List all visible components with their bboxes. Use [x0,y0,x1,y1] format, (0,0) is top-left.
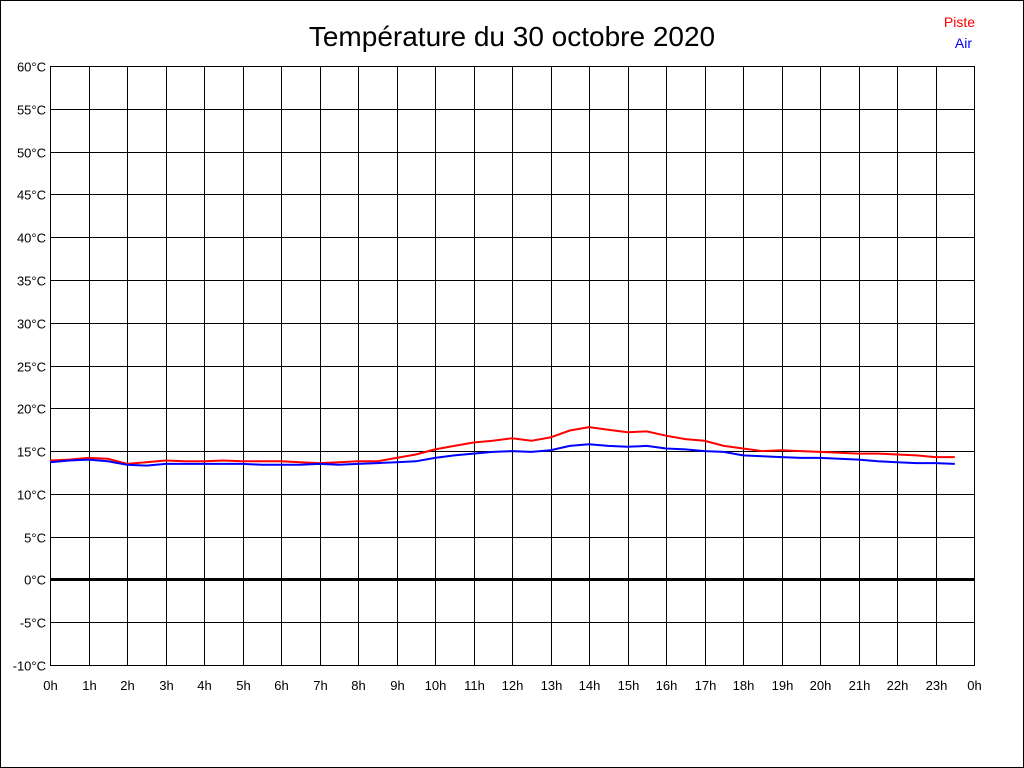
series-line-piste [49,426,955,465]
x-tick-label: 23h [926,678,948,693]
x-tick-label: 1h [82,678,96,693]
x-tick-label: 14h [579,678,601,693]
x-tick-label: 11h [464,678,485,693]
x-tick-label: 6h [274,678,288,693]
y-tick-label: 60°C [17,60,46,75]
x-tick-label: 20h [810,678,832,693]
y-tick-label: 15°C [17,445,46,460]
y-tick-label: 25°C [17,360,46,375]
x-tick-label: 5h [236,678,250,693]
y-tick-label: 45°C [17,188,46,203]
x-tick-label: 0h [43,678,57,693]
x-tick-label: 4h [197,678,211,693]
x-tick-label: 8h [351,678,365,693]
y-tick-label: 50°C [17,146,46,161]
x-tick-label: 16h [656,678,678,693]
legend-air: Air [955,35,972,51]
x-tick-label: 2h [120,678,134,693]
x-tick-label: 10h [425,678,447,693]
x-tick-label: 22h [887,678,909,693]
y-tick-label: 5°C [24,531,46,546]
y-tick-label: 10°C [17,488,46,503]
x-tick-label: 18h [733,678,755,693]
x-tick-label: 12h [502,678,524,693]
legend-piste: Piste [944,14,975,30]
y-tick-label: -10°C [13,659,46,674]
x-tick-label: 9h [390,678,404,693]
y-tick-label: 35°C [17,274,46,289]
y-tick-label: 40°C [17,231,46,246]
y-tick-label: 55°C [17,103,46,118]
x-tick-label: 0h [967,678,981,693]
x-tick-label: 7h [313,678,327,693]
y-tick-label: -5°C [20,616,46,631]
y-tick-label: 30°C [17,317,46,332]
x-tick-label: 19h [772,678,794,693]
x-tick-label: 13h [541,678,563,693]
x-tick-label: 3h [159,678,173,693]
chart-title: Température du 30 octobre 2020 [309,21,715,52]
y-tick-label: 20°C [17,402,46,417]
x-tick-label: 15h [618,678,640,693]
y-tick-label: 0°C [24,573,46,588]
x-tick-label: 21h [849,678,871,693]
x-tick-label: 17h [695,678,717,693]
series-line-air [49,443,955,467]
